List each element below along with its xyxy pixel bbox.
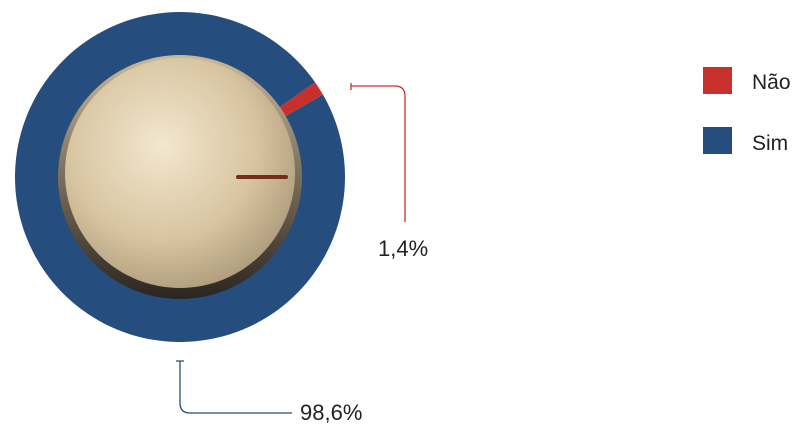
legend-item-nao: Não (703, 67, 791, 94)
legend: Não Sim (703, 67, 791, 155)
label-leader-nao (350, 83, 406, 222)
legend-swatch-sim (703, 127, 732, 154)
data-label-nao: 1,4% (378, 236, 428, 261)
pie-slices (14, 11, 345, 342)
legend-item-sim: Sim (703, 127, 788, 155)
legend-swatch-nao (703, 67, 732, 94)
data-label-sim: 98,6% (300, 400, 362, 425)
knob (58, 55, 302, 299)
legend-label-nao: Não (752, 71, 791, 94)
legend-label-sim: Sim (752, 132, 788, 155)
pie-slice-nao (276, 82, 323, 118)
knob-face (65, 58, 295, 288)
label-leader-sim (176, 360, 292, 414)
